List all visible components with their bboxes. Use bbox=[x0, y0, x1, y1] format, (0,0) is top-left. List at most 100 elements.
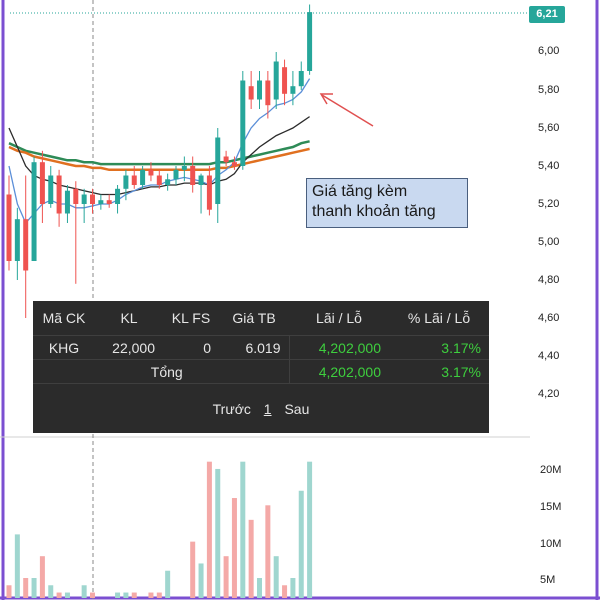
volume-bar bbox=[31, 578, 37, 598]
volume-bar bbox=[148, 592, 154, 598]
price-tick-label: 4,40 bbox=[538, 350, 560, 362]
candle-body bbox=[298, 71, 304, 87]
price-tick-label: 5,80 bbox=[538, 84, 560, 96]
cell-avg-price: 6.019 bbox=[219, 335, 290, 360]
candle-body bbox=[123, 175, 129, 189]
volume-bar bbox=[23, 578, 29, 598]
volume-bar bbox=[223, 556, 229, 598]
volume-bar bbox=[6, 585, 12, 598]
candle-body bbox=[273, 61, 279, 100]
candle-body bbox=[31, 162, 37, 261]
volume-bar bbox=[39, 556, 45, 598]
volume-tick-label: 5M bbox=[540, 574, 556, 586]
volume-bar bbox=[257, 578, 262, 598]
candle-body bbox=[148, 169, 154, 176]
annotation-arrow-head bbox=[319, 93, 333, 105]
candle-body bbox=[231, 162, 237, 166]
cell-pnl-pct: 3.17% bbox=[389, 335, 489, 360]
volume-bar bbox=[231, 498, 237, 598]
next-page-link[interactable]: Sau bbox=[284, 401, 310, 417]
candle-body bbox=[248, 86, 254, 100]
table-row[interactable]: KHG 22,000 0 6.019 4,202,000 3.17% bbox=[33, 335, 489, 360]
price-tick-label: 5,20 bbox=[538, 198, 560, 210]
candle-body bbox=[115, 188, 121, 204]
annotation-line-2: thanh khoản tăng bbox=[312, 203, 436, 220]
candle-body bbox=[14, 219, 20, 261]
prev-page-link[interactable]: Trước bbox=[212, 401, 251, 417]
price-tick-label: 4,20 bbox=[538, 388, 560, 400]
candle-body bbox=[181, 166, 187, 170]
total-pnl: 4,202,000 bbox=[289, 359, 389, 384]
column-header-qty: KL bbox=[95, 301, 163, 336]
candle-body bbox=[73, 188, 79, 204]
candle-body bbox=[56, 175, 62, 214]
volume-bar bbox=[156, 592, 162, 598]
candle-body bbox=[48, 175, 54, 204]
candle-body bbox=[206, 175, 212, 210]
candle-body bbox=[156, 175, 162, 185]
column-header-symbol: Mã CK bbox=[33, 301, 95, 336]
total-pnl-pct: 3.17% bbox=[389, 359, 489, 384]
volume-bar bbox=[64, 592, 70, 598]
annotation-box[interactable]: Giá tăng kèm thanh khoản tăng bbox=[306, 178, 468, 228]
candle-body bbox=[39, 162, 45, 204]
volume-bar bbox=[215, 468, 221, 598]
page-number-link[interactable]: 1 bbox=[263, 401, 272, 417]
candle-body bbox=[223, 156, 229, 163]
volume-bar bbox=[165, 570, 171, 598]
candle-body bbox=[282, 67, 288, 94]
candle-body bbox=[215, 137, 221, 204]
price-tick-label: 5,40 bbox=[538, 160, 560, 172]
volume-bar bbox=[273, 556, 279, 598]
candle-body bbox=[307, 12, 313, 72]
candle-body bbox=[23, 219, 29, 271]
pnl-header-row: Mã CK KL KL FS Giá TB Lãi / Lỗ % Lãi / L… bbox=[33, 301, 489, 336]
volume-bar bbox=[298, 490, 304, 598]
volume-tick-label: 20M bbox=[540, 464, 562, 476]
candle-body bbox=[64, 190, 70, 214]
volume-bar bbox=[131, 592, 137, 598]
volume-bar bbox=[90, 592, 95, 598]
annotation-line-1: Giá tăng kèm bbox=[312, 183, 408, 200]
candle-body bbox=[190, 166, 196, 185]
column-header-pnl-pct: % Lãi / Lỗ bbox=[389, 301, 489, 336]
price-tick-label: 4,80 bbox=[538, 274, 560, 286]
volume-bar bbox=[307, 461, 313, 598]
candle-body bbox=[290, 86, 296, 94]
volume-bar bbox=[123, 592, 129, 598]
volume-bar bbox=[48, 585, 54, 598]
column-header-qty-fs: KL FS bbox=[163, 301, 219, 336]
volume-bar bbox=[282, 585, 288, 598]
last-price-label: 6,21 bbox=[529, 6, 565, 23]
cell-symbol: KHG bbox=[33, 335, 95, 360]
volume-bar bbox=[190, 541, 196, 598]
moving-average-line bbox=[8, 140, 310, 166]
pagination: Trước 1 Sau bbox=[33, 401, 489, 417]
volume-bar bbox=[115, 592, 121, 598]
cell-qty: 22,000 bbox=[95, 335, 163, 360]
candle-body bbox=[81, 194, 87, 204]
candle-body bbox=[6, 194, 12, 261]
price-tick-label: 5,60 bbox=[538, 122, 560, 134]
annotation-arrow-line bbox=[321, 94, 374, 127]
cell-qty-fs: 0 bbox=[163, 335, 219, 360]
volume-bar bbox=[198, 563, 204, 598]
candle-body bbox=[106, 200, 112, 204]
candle-body bbox=[198, 175, 204, 185]
volume-bar bbox=[81, 585, 87, 598]
candle-body bbox=[140, 169, 146, 185]
volume-tick-label: 15M bbox=[540, 501, 562, 513]
volume-bar bbox=[240, 461, 246, 598]
volume-tick-label: 10M bbox=[540, 538, 562, 550]
candle-body bbox=[240, 80, 246, 166]
volume-bar bbox=[56, 592, 62, 598]
cell-pnl: 4,202,000 bbox=[289, 335, 389, 360]
candle-body bbox=[165, 179, 171, 185]
candle-body bbox=[90, 194, 95, 204]
volume-bar bbox=[206, 461, 212, 598]
candle-body bbox=[98, 200, 104, 204]
candle-body bbox=[131, 175, 137, 185]
candle-body bbox=[173, 169, 179, 180]
